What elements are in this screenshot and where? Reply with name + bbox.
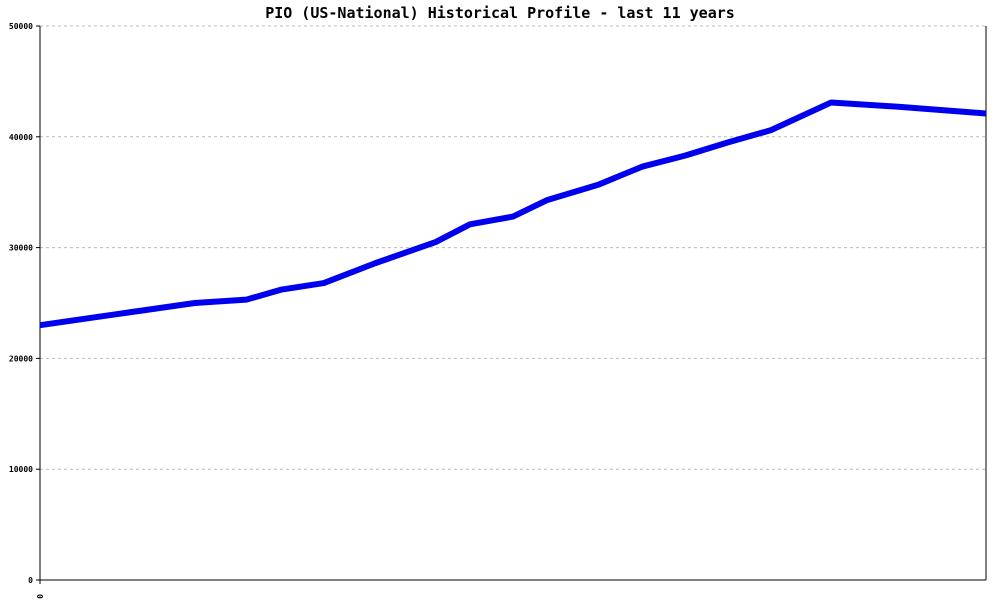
- y-tick-label-20000: 20000: [9, 354, 33, 363]
- x-axis-ticks: 0: [35, 580, 44, 599]
- y-axis-ticks: 0 10000 20000 30000 40000 50000: [9, 22, 40, 585]
- y-tick-label-0: 0: [28, 576, 33, 585]
- series-line-0: [39, 99, 987, 329]
- chart-title: PIO (US-National) Historical Profile - l…: [265, 4, 735, 22]
- y-tick-label-10000: 10000: [9, 465, 33, 474]
- y-tick-label-50000: 50000: [9, 22, 33, 31]
- series-group: [39, 99, 987, 329]
- grid: [40, 25, 986, 470]
- y-tick-label-40000: 40000: [9, 133, 33, 142]
- y-tick-label-30000: 30000: [9, 244, 33, 253]
- x-tick-label-0: 0: [35, 594, 44, 599]
